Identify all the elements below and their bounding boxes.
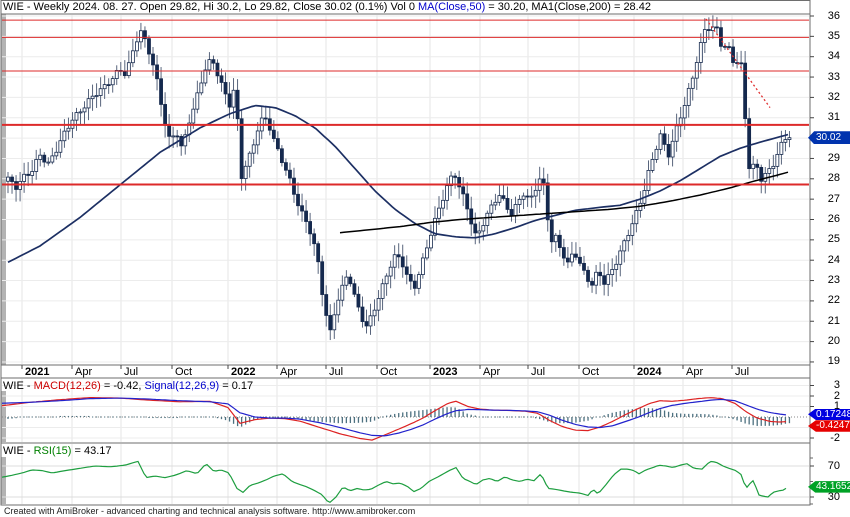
signal-value-badge: 0.172484 bbox=[808, 408, 850, 420]
price-axis-label: 27 bbox=[827, 192, 840, 205]
macd-axis-label: -2 bbox=[830, 431, 840, 444]
macd-axis-label: 3 bbox=[833, 379, 840, 391]
time-axis-label: 2023 bbox=[433, 366, 458, 378]
time-axis-label: Oct bbox=[380, 366, 398, 378]
title-segment: = 0.17 bbox=[219, 380, 254, 392]
price-axis-label: 24 bbox=[827, 253, 840, 266]
time-axis-label: Apr bbox=[280, 366, 298, 378]
time-axis-label: Oct bbox=[175, 366, 193, 378]
last-price-badge: 30.02 bbox=[808, 131, 850, 145]
time-axis-label: Jul bbox=[735, 366, 750, 378]
price-axis-label: 25 bbox=[827, 233, 840, 246]
macd-axis-label: 2 bbox=[833, 389, 840, 402]
price-axis-label: 29 bbox=[827, 151, 840, 164]
credit-line: Created with AmiBroker - advanced charti… bbox=[4, 506, 416, 516]
rsi-axis-label: 70 bbox=[827, 459, 840, 472]
price-axis-label: 23 bbox=[827, 274, 840, 287]
price-axis-label: 33 bbox=[827, 70, 840, 83]
time-axis-label: Jul bbox=[531, 366, 546, 378]
price-axis-label: 31 bbox=[827, 111, 840, 124]
macd-panel-title: WIE - MACD(12,26) = -0.42, Signal(12,26,… bbox=[3, 380, 253, 392]
price-axis-label: 34 bbox=[827, 50, 840, 63]
price-axis-label: 21 bbox=[827, 314, 840, 327]
rsi-axis-label: 30 bbox=[827, 490, 840, 503]
title-segment: Signal(12,26,9) bbox=[144, 380, 220, 392]
time-axis-label: Apr bbox=[75, 366, 93, 378]
price-axis-label: 28 bbox=[827, 172, 840, 185]
price-axis-label: 36 bbox=[827, 9, 840, 22]
time-axis-label: Apr bbox=[686, 366, 704, 378]
macd-axis-label: 1 bbox=[833, 400, 840, 412]
title-segment: = 30.20, MA1(Close,200) = 28.42 bbox=[485, 1, 651, 13]
time-axis-label: Apr bbox=[483, 366, 501, 378]
time-axis-label: 2022 bbox=[231, 366, 256, 378]
price-axis-label: 32 bbox=[827, 90, 840, 103]
time-axis-label: Jul bbox=[329, 366, 344, 378]
title-segment: RSI(15) bbox=[33, 445, 72, 457]
title-segment: MA(Close,50) bbox=[418, 1, 486, 13]
time-axis-label: Oct bbox=[582, 366, 600, 378]
time-axis-label: Jul bbox=[124, 366, 139, 378]
title-segment: WIE - bbox=[3, 380, 34, 392]
price-axis-label: 20 bbox=[827, 335, 840, 348]
time-axis-label: 2024 bbox=[637, 366, 662, 378]
price-axis-label: 19 bbox=[827, 355, 840, 368]
title-segment: WIE - bbox=[3, 445, 34, 457]
rsi-value-badge: 43.1652 bbox=[808, 481, 850, 493]
title-segment: = 43.17 bbox=[71, 445, 112, 457]
macd-value-badge: -0.424718 bbox=[808, 420, 850, 432]
price-axis-label: 26 bbox=[827, 213, 840, 225]
price-axis-label: 35 bbox=[827, 29, 840, 42]
title-segment: WIE - Weekly 2024. 08. 27. Open 29.82, H… bbox=[3, 1, 418, 13]
title-segment: = -0.42, bbox=[100, 380, 145, 392]
price-panel-title: WIE - Weekly 2024. 08. 27. Open 29.82, H… bbox=[3, 1, 651, 13]
time-axis-label: 2021 bbox=[25, 366, 50, 378]
rsi-panel-title: WIE - RSI(15) = 43.17 bbox=[3, 445, 112, 457]
price-axis-label: 22 bbox=[827, 294, 840, 307]
title-segment: MACD(12,26) bbox=[33, 380, 101, 392]
